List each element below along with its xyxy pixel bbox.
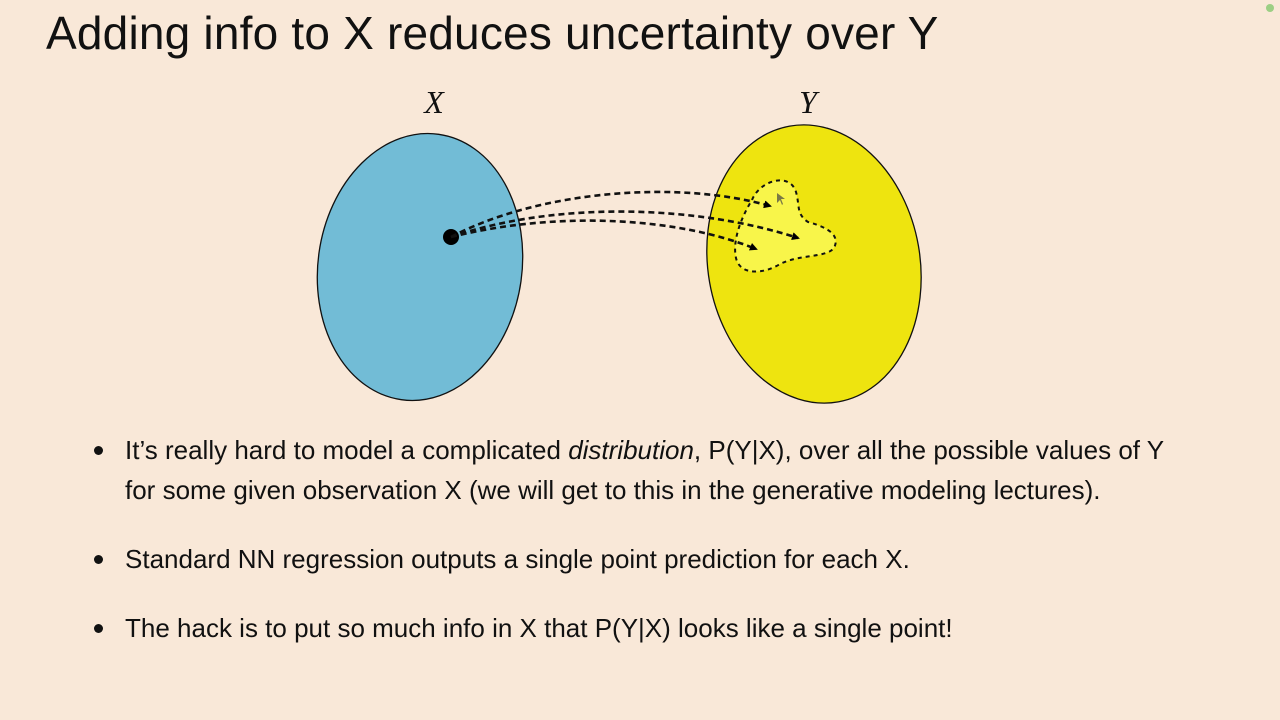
bullet-list: It’s really hard to model a complicated … <box>92 430 1192 648</box>
mapping-diagram: X Y <box>316 84 922 404</box>
bullet-item: Standard NN regression outputs a single … <box>92 539 1192 579</box>
bullet-item: The hack is to put so much info in X tha… <box>92 608 1192 648</box>
bullet-item: It’s really hard to model a complicated … <box>92 430 1192 510</box>
mapping-arrow-2 <box>450 210 800 240</box>
x-set-ellipse <box>316 132 524 402</box>
y-set-ellipse <box>706 124 922 404</box>
slide-title: Adding info to X reduces uncertainty ove… <box>46 7 939 59</box>
mapping-arrow-3 <box>450 219 758 251</box>
status-dot-icon <box>1266 4 1274 12</box>
mapping-arrow-1 <box>450 190 772 239</box>
x-set-label: X <box>422 84 445 120</box>
emphasis-distribution: distribution <box>568 435 694 465</box>
mouse-cursor-icon <box>777 193 785 205</box>
conditional-region <box>734 179 837 273</box>
y-set-label: Y <box>799 84 820 120</box>
